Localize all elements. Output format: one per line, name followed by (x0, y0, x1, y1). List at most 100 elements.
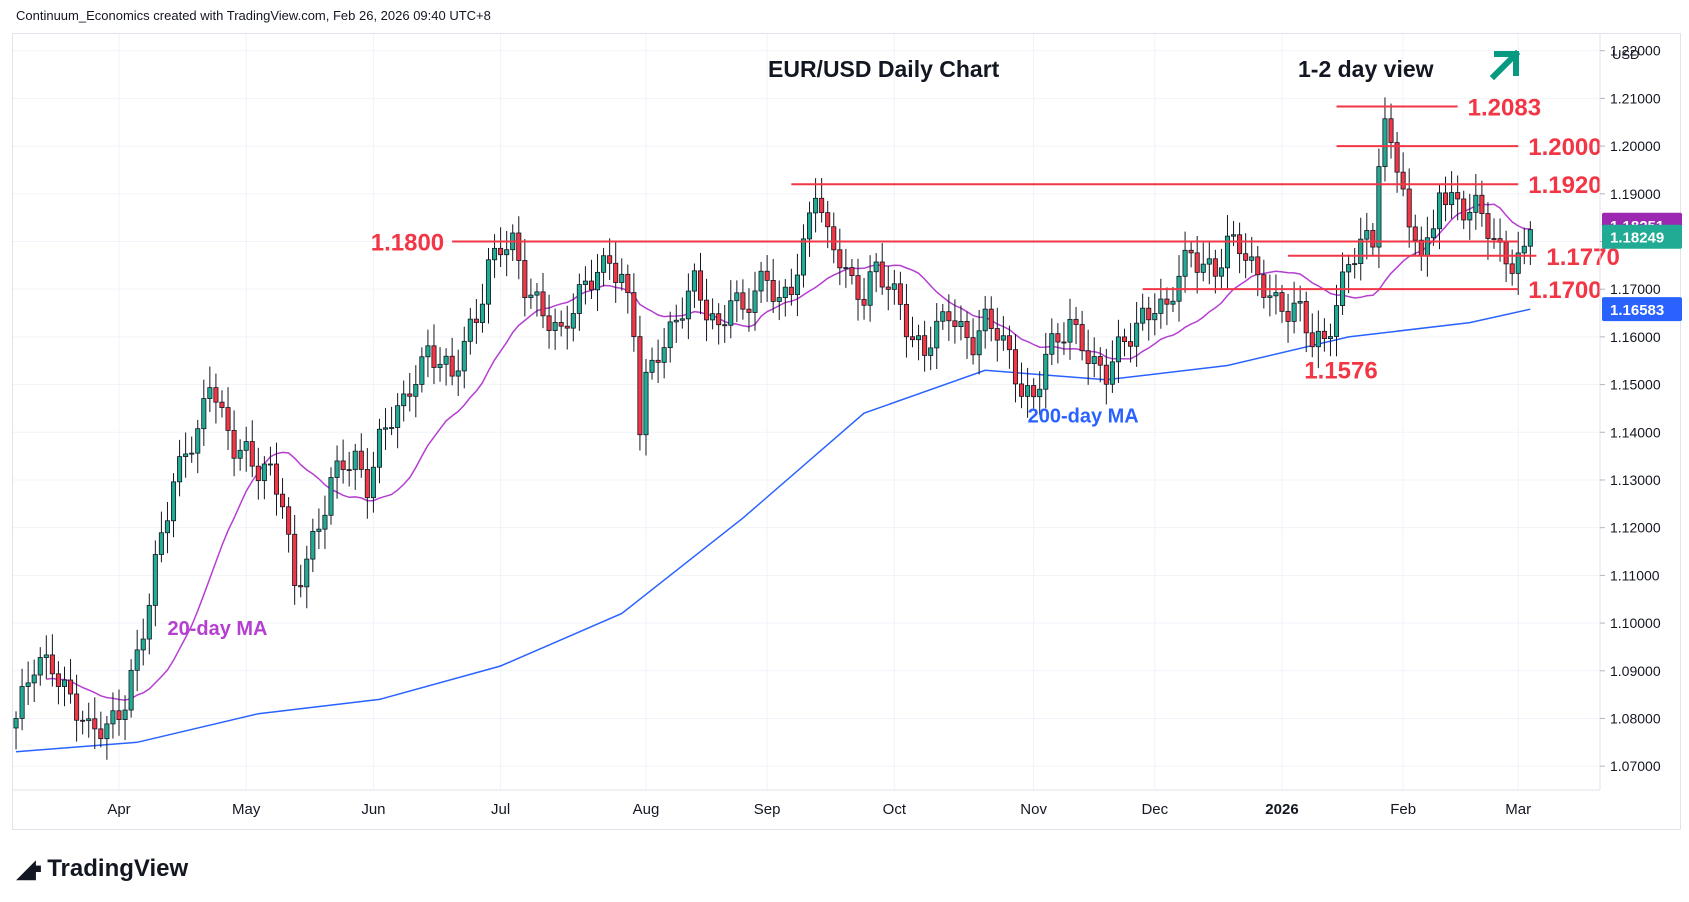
ma-200-label: 200-day MA (1028, 406, 1139, 428)
y-tick-label: 1.13000 (1610, 472, 1661, 488)
candle-up (389, 427, 395, 429)
candle-up (1364, 230, 1370, 240)
candle-up (601, 255, 607, 273)
candle-up (146, 604, 152, 640)
candle-up (1200, 263, 1206, 273)
candle-up (1382, 118, 1388, 168)
candle-up (122, 709, 128, 720)
y-tick-label: 1.20000 (1610, 138, 1661, 154)
candle-down (1261, 274, 1267, 298)
candle-down (819, 197, 825, 214)
candle-down (903, 303, 909, 338)
level-label: 1.1800 (371, 229, 444, 256)
candle-down (1509, 263, 1515, 274)
candle-up (1043, 353, 1049, 390)
y-tick-label: 1.11000 (1610, 567, 1660, 583)
candle-up (595, 271, 601, 291)
candle-down (1019, 383, 1025, 397)
x-tick-label: Aug (633, 801, 660, 818)
price-tag-label: 1.18249 (1610, 230, 1664, 247)
candle-down (1055, 333, 1061, 343)
candle-up (1091, 356, 1097, 364)
candle-up (570, 313, 576, 329)
candle-down (697, 270, 704, 301)
candle-up (1430, 228, 1436, 239)
candle-down (1321, 330, 1327, 339)
candle-up (461, 340, 467, 372)
candle-up (437, 363, 443, 368)
candle-up (164, 520, 170, 534)
candle-up (1224, 235, 1230, 269)
tradingview-logo[interactable]: ◢▪ TradingView (16, 853, 188, 884)
candle-down (340, 460, 346, 471)
candle-down (704, 299, 710, 321)
candle-down (1503, 241, 1509, 265)
candle-down (219, 401, 225, 408)
candle-up (691, 270, 697, 292)
candle-up (1333, 305, 1340, 337)
candle-down (564, 325, 570, 329)
candle-up (807, 212, 813, 240)
candle-down (498, 247, 504, 256)
x-tick-label: May (232, 801, 261, 818)
candle-down (1255, 256, 1261, 276)
candle-down (655, 359, 661, 363)
x-tick-label: Jun (361, 801, 385, 818)
candle-up (140, 638, 146, 651)
candle-up (1067, 318, 1073, 343)
candle-down (1188, 249, 1194, 254)
candle-down (522, 260, 528, 299)
candle-up (552, 322, 558, 331)
candle-up (189, 452, 195, 455)
ma-20-path (46, 203, 1531, 701)
candle-down (1237, 234, 1243, 255)
candle-up (25, 682, 31, 687)
candle-up (734, 292, 740, 302)
candle-down (98, 728, 104, 740)
candle-down (1455, 192, 1461, 200)
candle-down (897, 283, 903, 305)
candle-down (909, 336, 916, 341)
candle-down (225, 407, 231, 431)
x-tick-label: Nov (1020, 801, 1047, 818)
candle-up (370, 466, 376, 499)
x-tick-label: Sep (754, 801, 781, 818)
candle-up (934, 320, 940, 349)
price-tag-bg (1602, 297, 1682, 322)
candle-down (1461, 198, 1467, 221)
chart-subtitle: 1-2 day view (1298, 56, 1434, 82)
candle-up (1140, 307, 1146, 324)
chart-title: EUR/USD Daily Chart (768, 56, 1000, 82)
tradingview-logo-icon: ◢▪ (16, 853, 42, 883)
candle-up (685, 290, 691, 320)
chart-annotations: 1.1576 20-day MA 200-day MA (167, 357, 1377, 640)
currency-label: USD (1612, 47, 1639, 62)
candle-up (504, 249, 510, 256)
candle-up (267, 463, 273, 466)
candle-up (1158, 298, 1164, 314)
candle-up (940, 311, 946, 322)
candle-down (885, 286, 891, 290)
candle-up (776, 297, 782, 302)
candle-up (643, 371, 649, 436)
level-label: 1.2000 (1528, 134, 1601, 161)
candle-down (213, 387, 219, 403)
candle-up (794, 274, 800, 296)
candle-up (1037, 388, 1043, 398)
candle-up (1115, 336, 1121, 363)
candle-down (879, 261, 885, 288)
time-axis[interactable]: Apr May Jun Jul Aug Sep Oct Nov Dec 2026 Feb Mar (13, 789, 1600, 818)
candle-up (667, 321, 673, 349)
candle-down (1128, 341, 1134, 347)
candle-up (243, 441, 249, 451)
candle-down (55, 673, 61, 687)
candle-up (304, 558, 310, 588)
candle-up (19, 686, 25, 719)
candle-down (516, 232, 522, 261)
price-axis[interactable]: 1.07000 1.08000 1.09000 1.10000 1.11000 1.120… (1599, 34, 1661, 790)
candle-down (298, 585, 304, 588)
candle-up (467, 318, 473, 342)
candle-up (455, 370, 461, 377)
candle-up (958, 320, 964, 328)
